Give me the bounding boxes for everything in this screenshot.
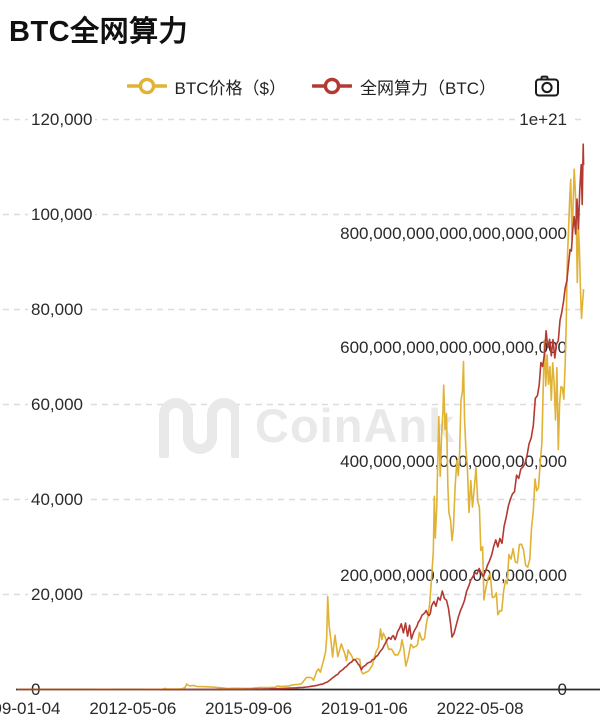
hashrate-line-circle-marker-icon [312, 76, 352, 96]
x-axis-tick: 2022-05-08 [436, 699, 524, 718]
y-axis-left-tick: 80,000 [28, 299, 86, 320]
legend-item-hashrate[interactable]: 全网算力（BTC） [312, 74, 496, 99]
price-line-circle-marker-icon [126, 76, 167, 96]
x-axis-tick: 2019-01-06 [320, 699, 408, 718]
y-axis-left-tick: 20,000 [28, 584, 86, 605]
y-axis-right-tick: 600,000,000,000,000,000,000 [337, 337, 570, 358]
x-axis-tick: 2015-09-06 [205, 699, 293, 718]
camera-snapshot-button[interactable] [534, 74, 560, 98]
hashrate-line [17, 143, 585, 691]
y-axis-left-tick: 40,000 [28, 489, 86, 510]
btc-price-line [17, 168, 585, 691]
y-axis-right-tick: 1e+21 [516, 109, 570, 130]
page-title: BTC全网算力 [9, 16, 189, 48]
x-axis-tick: 2009-01-04 [0, 699, 61, 718]
chart-legend: BTC价格（$） 全网算力（BTC） [0, 72, 600, 100]
y-axis-left-tick: 120,000 [28, 109, 96, 130]
legend-label-hashrate: 全网算力（BTC） [360, 78, 496, 98]
y-axis-left-tick: 60,000 [28, 394, 86, 415]
y-axis-left-tick: 100,000 [28, 204, 96, 225]
y-axis-right-tick: 0 [557, 679, 567, 699]
x-axis-tick: 2012-05-06 [89, 699, 177, 718]
legend-item-btc-price[interactable]: BTC价格（$） [126, 74, 286, 99]
legend-label-btc-price: BTC价格（$） [174, 78, 286, 98]
camera-icon [534, 74, 560, 98]
y-axis-right-tick: 400,000,000,000,000,000,000 [337, 451, 570, 472]
y-axis-right-tick: 800,000,000,000,000,000,000 [337, 223, 570, 244]
y-axis-right-tick: 200,000,000,000,000,000,000 [337, 565, 570, 586]
